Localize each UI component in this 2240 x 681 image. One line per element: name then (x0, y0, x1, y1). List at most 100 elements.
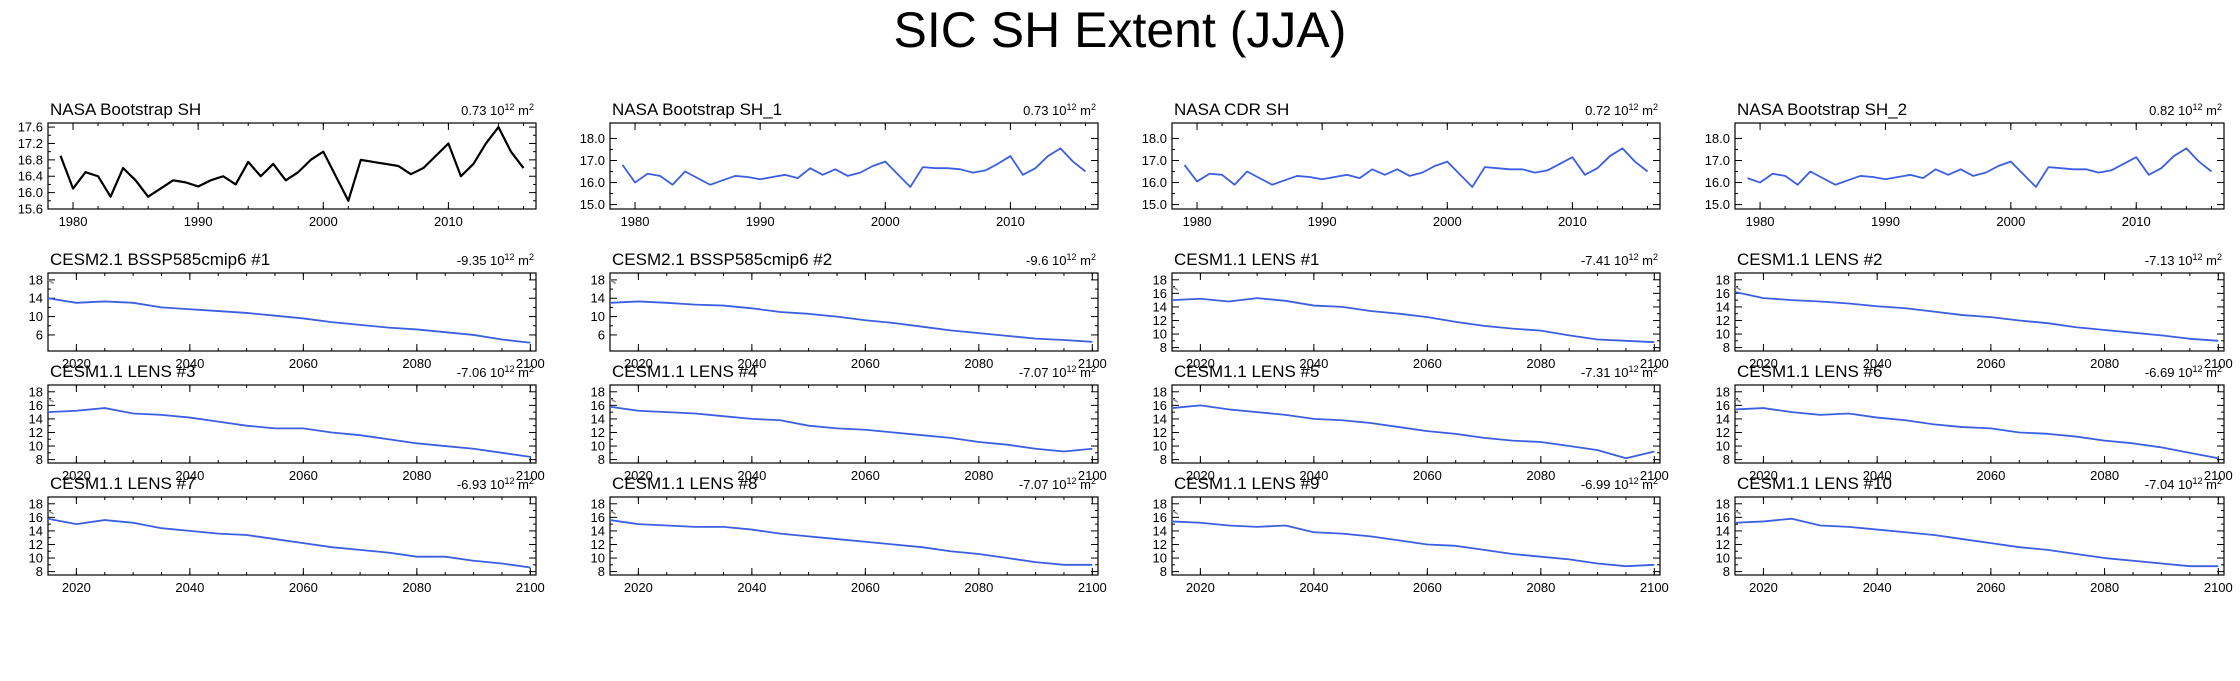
plot-frame (47, 384, 537, 464)
x-tick-label: 2060 (1413, 356, 1442, 371)
x-tick-label: 2020 (62, 468, 91, 483)
y-tick-label: 17.0 (580, 153, 605, 168)
x-tick-label: 2000 (1433, 214, 1462, 229)
y-tick-label: 15.0 (1142, 197, 1167, 212)
trend-value: -7.07 1012 m2 (1019, 476, 1096, 492)
x-tick-label: 2060 (1413, 468, 1442, 483)
y-tick-label: 14 (1716, 411, 1730, 426)
y-tick-label: 18.0 (580, 131, 605, 146)
x-tick-label: 2040 (1299, 468, 1328, 483)
x-tick-label: 2020 (1749, 356, 1778, 371)
series-line (47, 297, 531, 344)
trend-start-mark (1171, 397, 1179, 403)
x-tick-label: 2080 (964, 468, 993, 483)
trend-value: -7.06 1012 m2 (457, 364, 534, 380)
x-tick-label: 2060 (1976, 580, 2005, 595)
trend-value: -7.41 1012 m2 (1581, 252, 1658, 268)
y-tick-label: 14 (591, 291, 605, 306)
y-tick-label: 8 (1723, 564, 1730, 579)
x-tick-label: 2100 (1078, 468, 1107, 483)
series-line (1734, 407, 2219, 460)
y-tick-label: 16 (1716, 398, 1730, 413)
panel-3: 1980 1990 2000 2010 15.0 16.0 17.0 18.0 NASA CDR… (1142, 100, 1661, 229)
y-tick-label: 16.0 (1142, 175, 1167, 190)
y-tick-label: 16 (1153, 510, 1167, 525)
series-line (1747, 147, 2213, 188)
panel-4: 1980 1990 2000 2010 15.0 16.0 17.0 18.0 NASA Boo… (1705, 100, 2225, 229)
x-tick-label: 1980 (59, 214, 88, 229)
y-tick-label: 16.0 (1705, 175, 1730, 190)
y-tick-label: 8 (1160, 340, 1167, 355)
trend-start-mark (609, 279, 617, 285)
x-tick-label: 2100 (1640, 468, 1669, 483)
y-tick-label: 14 (29, 523, 43, 538)
x-tick-label: 1990 (1871, 214, 1900, 229)
x-tick-label: 2080 (1526, 580, 1555, 595)
y-tick-label: 8 (598, 564, 605, 579)
y-tick-label: 10 (1716, 551, 1730, 566)
y-tick-label: 12 (1716, 537, 1730, 552)
y-tick-label: 17.2 (18, 136, 43, 151)
plot-frame (47, 272, 537, 352)
panel-title: NASA Bootstrap SH_1 (612, 100, 782, 119)
x-tick-label: 2100 (2204, 356, 2233, 371)
y-tick-label: 12 (29, 537, 43, 552)
panel-title: CESM1.1 LENS #2 (1737, 250, 1883, 269)
series-line (621, 147, 1087, 188)
x-tick-label: 2040 (1299, 356, 1328, 371)
y-tick-label: 14 (591, 523, 605, 538)
y-tick-label: 14 (591, 411, 605, 426)
y-tick-label: 10 (29, 439, 43, 454)
y-tick-label: 16 (1716, 286, 1730, 301)
y-tick-label: 14 (1716, 523, 1730, 538)
x-tick-label: 2100 (516, 468, 545, 483)
x-tick-label: 2040 (1863, 580, 1892, 595)
x-tick-label: 2000 (1996, 214, 2025, 229)
trend-value: 0.73 1012 m2 (461, 102, 534, 118)
trend-start-mark (609, 397, 617, 403)
y-tick-label: 14 (1153, 299, 1167, 314)
panel-title: CESM2.1 BSSP585cmip6 #2 (612, 250, 832, 269)
y-tick-label: 18 (1153, 384, 1167, 399)
x-tick-label: 2100 (516, 356, 545, 371)
y-tick-label: 14 (29, 411, 43, 426)
x-tick-label: 2080 (964, 356, 993, 371)
y-tick-label: 16 (591, 510, 605, 525)
y-tick-label: 12 (1153, 537, 1167, 552)
trend-value: 0.72 1012 m2 (1585, 102, 1658, 118)
y-tick-label: 6 (598, 327, 605, 342)
panel-6: 2020 2040 2060 2080 2100 6 10 14 18 CESM2.1 BSSP5… (591, 250, 1107, 371)
x-tick-label: 2040 (737, 468, 766, 483)
y-tick-label: 10 (591, 551, 605, 566)
y-tick-label: 17.0 (1142, 153, 1167, 168)
y-tick-label: 18 (29, 496, 43, 511)
trend-start-mark (1734, 397, 1742, 403)
x-tick-label: 2080 (1526, 356, 1555, 371)
y-tick-label: 14 (1716, 299, 1730, 314)
y-tick-label: 18.0 (1705, 131, 1730, 146)
x-tick-label: 2060 (851, 580, 880, 595)
plot-frame (47, 122, 537, 210)
x-tick-label: 2010 (434, 214, 463, 229)
x-tick-label: 2080 (2090, 468, 2119, 483)
plot-frame (1171, 272, 1661, 352)
x-tick-label: 1980 (1183, 214, 1212, 229)
y-tick-label: 10 (1716, 327, 1730, 342)
y-tick-label: 12 (1153, 313, 1167, 328)
y-tick-label: 12 (1153, 425, 1167, 440)
x-tick-label: 2020 (624, 580, 653, 595)
panel-1: 1980 1990 2000 2010 15.6 16.016.4 16.817.217.6… (18, 100, 537, 229)
series-line (609, 519, 1093, 566)
plot-frame (609, 272, 1099, 352)
x-tick-label: 2040 (175, 580, 204, 595)
panel-title: CESM1.1 LENS #1 (1174, 250, 1320, 269)
y-tick-label: 10 (591, 439, 605, 454)
y-tick-label: 16.0 (580, 175, 605, 190)
